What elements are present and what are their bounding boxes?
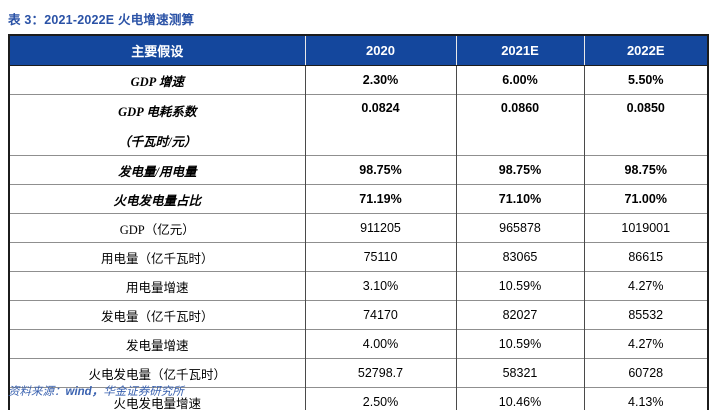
row-value: 74170: [304, 300, 456, 330]
row-value: 4.27%: [583, 271, 708, 301]
row-value: 98.75%: [304, 155, 456, 185]
row-value: 911205: [304, 213, 456, 243]
row-value: 0.0824: [304, 94, 456, 156]
row-value: 71.00%: [583, 184, 708, 214]
row-value: 4.00%: [304, 329, 456, 359]
table-row: 发电量增速 4.00% 10.59% 4.27%: [9, 329, 708, 359]
table-row: 用电量（亿千瓦时） 75110 83065 86615: [9, 242, 708, 272]
row-value: 4.13%: [583, 387, 708, 410]
table-row: 火电发电量占比 71.19% 71.10% 71.00%: [9, 184, 708, 214]
row-value: 4.27%: [583, 329, 708, 359]
row-label: 火电发电量（亿千瓦时）: [9, 358, 305, 388]
row-value: 98.75%: [455, 155, 584, 185]
table-row: 用电量增速 3.10% 10.59% 4.27%: [9, 271, 708, 301]
row-value: 2.50%: [304, 387, 456, 410]
row-value: 0.0860: [455, 94, 584, 156]
row-value: 82027: [455, 300, 584, 330]
row-value: 10.59%: [455, 329, 584, 359]
header-cell-2021e: 2021E: [455, 35, 584, 66]
table-row: 发电量（亿千瓦时） 74170 82027 85532: [9, 300, 708, 330]
table-row: 火电发电量增速 2.50% 10.46% 4.13%: [9, 387, 708, 410]
header-cell-assumptions: 主要假设: [9, 35, 305, 66]
header-cell-2020: 2020: [304, 35, 456, 66]
row-label: 发电量/用电量: [9, 155, 305, 185]
table-header-row: 主要假设 2020 2021E 2022E: [9, 35, 708, 66]
source-institution: 华金证券研究所: [103, 386, 184, 398]
row-value: 10.59%: [455, 271, 584, 301]
row-label: GDP（亿元）: [9, 213, 305, 243]
row-label: GDP 电耗系数 （千瓦时/元）: [9, 94, 305, 156]
row-label: 用电量增速: [9, 271, 305, 301]
table-row: GDP 增速 2.30% 6.00% 5.50%: [9, 65, 708, 95]
row-value: 71.10%: [455, 184, 584, 214]
row-value: 2.30%: [304, 65, 456, 95]
row-value: 6.00%: [455, 65, 584, 95]
row-value: 965878: [455, 213, 584, 243]
row-label: 火电发电量占比: [9, 184, 305, 214]
row-value: 1019001: [583, 213, 708, 243]
row-value: 0.0850: [583, 94, 708, 156]
row-value: 3.10%: [304, 271, 456, 301]
table-row: 发电量/用电量 98.75% 98.75% 98.75%: [9, 155, 708, 185]
table-title: 表 3：2021-2022E 火电增速测算: [8, 13, 195, 27]
table-row: GDP 电耗系数 （千瓦时/元） 0.0824 0.0860 0.0850: [9, 94, 708, 156]
row-value: 71.19%: [304, 184, 456, 214]
table-body: GDP 增速 2.30% 6.00% 5.50% GDP 电耗系数 （千瓦时/元） 0.08…: [9, 65, 708, 410]
row-value: 10.46%: [455, 387, 584, 410]
row-value: 75110: [304, 242, 456, 272]
row-value: 52798.7: [304, 358, 456, 388]
row-value: 58321: [455, 358, 584, 388]
table-row: GDP（亿元） 911205 965878 1019001: [9, 213, 708, 243]
row-value: 60728: [583, 358, 708, 388]
row-value: 83065: [455, 242, 584, 272]
row-label: GDP 增速: [9, 65, 305, 95]
source-prefix: 资料来源：: [8, 386, 66, 398]
header-cell-2022e: 2022E: [583, 35, 708, 66]
table-row: 火电发电量（亿千瓦时） 52798.7 58321 60728: [9, 358, 708, 388]
row-value: 85532: [583, 300, 708, 330]
source-note: 资料来源：wind，华金证券研究所: [8, 383, 184, 399]
row-value: 5.50%: [583, 65, 708, 95]
row-value: 98.75%: [583, 155, 708, 185]
row-label: 发电量增速: [9, 329, 305, 359]
row-label: 用电量（亿千瓦时）: [9, 242, 305, 272]
row-label: 火电发电量增速: [9, 387, 305, 410]
assumptions-table: 主要假设 2020 2021E 2022E GDP 增速 2.30% 6.00% 5.…: [8, 34, 709, 410]
row-value: 86615: [583, 242, 708, 272]
source-name: wind，: [65, 386, 104, 398]
row-label: 发电量（亿千瓦时）: [9, 300, 305, 330]
